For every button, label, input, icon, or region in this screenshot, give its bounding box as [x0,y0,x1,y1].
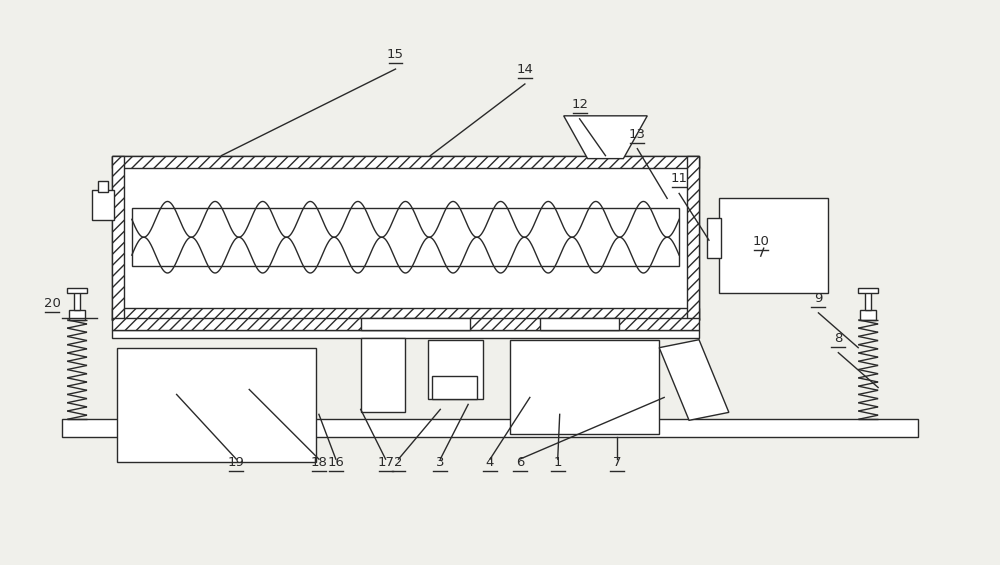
Text: 11: 11 [671,172,688,185]
Bar [112,155,699,168]
Bar [74,290,80,310]
Bar [432,376,477,399]
Text: 16: 16 [327,456,344,469]
Bar [112,330,699,338]
Text: 19: 19 [228,456,245,469]
Bar [132,208,679,266]
Bar [112,155,699,320]
Text: 1: 1 [553,456,562,469]
Bar [428,340,483,399]
Bar [67,288,87,293]
Bar [865,290,871,310]
Text: 14: 14 [516,63,533,76]
Text: 4: 4 [486,456,494,469]
Text: 17: 17 [377,456,394,469]
Text: 15: 15 [387,48,404,61]
Text: 6: 6 [516,456,524,469]
Bar [98,180,108,193]
Polygon shape [659,340,729,420]
Text: 13: 13 [629,128,646,141]
Text: 2: 2 [394,456,403,469]
Text: 7: 7 [613,456,622,469]
Bar [719,198,828,293]
Bar [62,419,918,437]
Bar [540,318,619,330]
Bar [858,288,878,293]
Bar [687,155,699,320]
Text: 3: 3 [436,456,445,469]
Text: 20: 20 [44,297,61,310]
Text: 10: 10 [752,235,769,248]
Text: 8: 8 [834,332,843,345]
Bar [707,218,721,258]
Text: 18: 18 [310,456,327,469]
Bar [92,190,114,220]
Bar [860,310,876,320]
Bar [112,155,124,320]
Bar [361,338,405,412]
Polygon shape [564,116,647,159]
Text: 9: 9 [814,292,823,305]
Text: 12: 12 [571,98,588,111]
Bar [510,340,659,434]
Bar [117,347,316,462]
Bar [69,310,85,320]
Bar [361,318,470,330]
Bar [112,318,699,330]
Bar [112,308,699,320]
